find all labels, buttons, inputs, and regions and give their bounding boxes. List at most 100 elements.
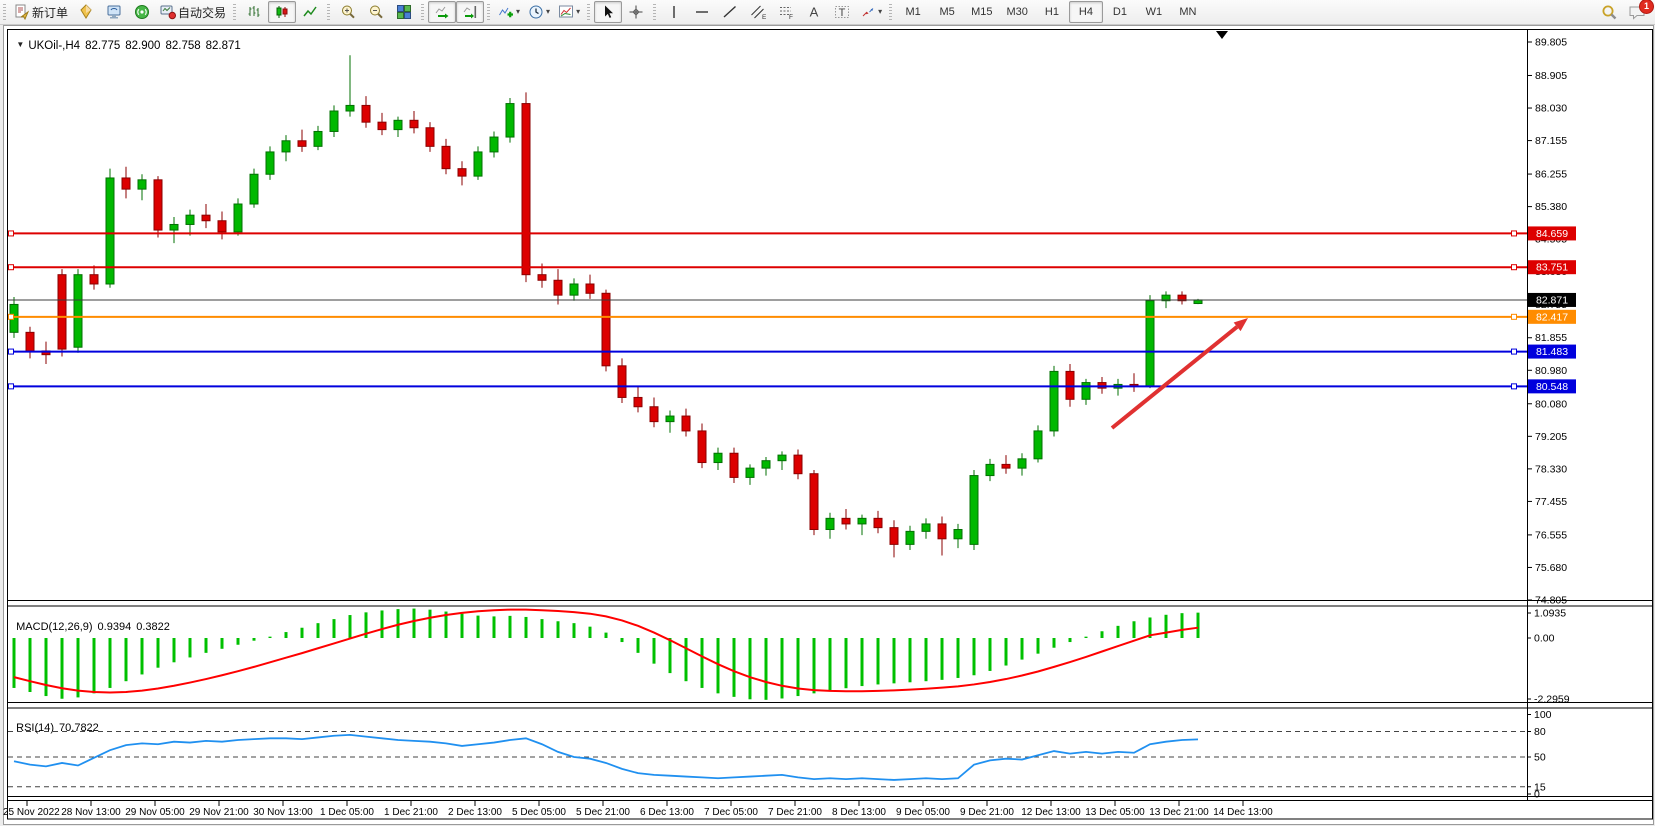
autotrading-button[interactable]: 自动交易 xyxy=(156,1,230,23)
timeframe-w1-button[interactable]: W1 xyxy=(1145,6,1163,18)
timeframe-h4-button[interactable]: H4 xyxy=(1068,1,1103,23)
search-icon[interactable] xyxy=(1601,4,1618,21)
group-grip xyxy=(653,4,657,20)
ohlc-bars-icon xyxy=(248,6,260,17)
group-grip xyxy=(587,4,591,20)
notification-badge: 1 xyxy=(1639,0,1654,14)
rsi-label: RSI(14) 70.7822 xyxy=(10,710,104,734)
broadcast-icon xyxy=(135,5,150,19)
zoom-out-icon xyxy=(370,5,383,19)
timeframe-m30-button[interactable]: M30 xyxy=(1006,6,1028,18)
add-indicator-icon xyxy=(499,7,514,18)
svg-text:T: T xyxy=(839,7,846,19)
crosshair-button[interactable] xyxy=(622,1,650,23)
timeframe-m1-button[interactable]: M1 xyxy=(905,6,921,18)
candlestick-icon xyxy=(276,6,288,18)
tile-windows-button[interactable] xyxy=(390,1,418,23)
timeframe-group: M1 M5 M15 M30 H1 H4 D1 W1 MN xyxy=(896,1,1205,23)
group-gr xyxy=(421,4,425,20)
chart-shift-icon xyxy=(463,6,477,19)
svg-text:A: A xyxy=(810,5,819,20)
chart-title: ▼ UKOil-,H4 82.775 82.900 82.758 82.871 xyxy=(10,28,246,52)
group-grip xyxy=(327,4,331,20)
channel-icon: E xyxy=(751,5,766,20)
text-label-tool[interactable]: T xyxy=(828,1,856,23)
zoom-in-icon xyxy=(342,5,355,19)
macd-name: MACD(12,26,9) xyxy=(16,621,93,633)
text-label-icon: T xyxy=(835,6,850,19)
auto-scroll-button[interactable] xyxy=(428,1,457,23)
clock-icon xyxy=(529,5,543,19)
line-chart-icon xyxy=(303,6,317,17)
cursor-icon xyxy=(605,5,614,18)
text-tool[interactable]: A xyxy=(800,1,828,23)
time-axis-scale[interactable] xyxy=(8,800,1527,819)
auto-scroll-icon xyxy=(435,6,449,19)
templates-dropdown-caret: ▾ xyxy=(576,7,581,16)
fibonacci-tool[interactable]: F xyxy=(772,1,800,23)
bar-chart-button[interactable] xyxy=(240,1,268,23)
tile-windows-icon xyxy=(397,5,412,19)
ohlc-open: 82.775 xyxy=(85,40,121,52)
trendline-icon xyxy=(723,5,737,18)
zoom-out-button[interactable] xyxy=(362,1,390,23)
autotrading-icon xyxy=(160,5,177,20)
arrows-tool[interactable]: ▾ xyxy=(856,1,886,23)
market-watch-button[interactable] xyxy=(100,1,128,23)
new-order-label: 新订单 xyxy=(32,5,69,20)
notifications-button[interactable]: 1 xyxy=(1628,0,1654,21)
group-grip xyxy=(889,4,893,20)
vertical-line-tool[interactable] xyxy=(660,1,688,23)
horizontal-line-tool[interactable] xyxy=(688,1,716,23)
rsi-name: RSI(14) xyxy=(16,722,55,734)
periods-button[interactable]: ▾ xyxy=(524,1,554,23)
rsi-pane[interactable] xyxy=(8,708,1527,796)
periods-dropdown-caret: ▾ xyxy=(546,7,551,16)
main-toolbar: 新订单 自动交易 ▾ ▾ xyxy=(0,0,1655,25)
cursor-button[interactable] xyxy=(594,1,623,23)
line-chart-button[interactable] xyxy=(296,1,324,23)
horizontal-line-icon xyxy=(696,11,709,13)
new-chart-button[interactable] xyxy=(72,1,100,23)
macd-pane[interactable] xyxy=(8,606,1527,702)
timeframe-h1-button[interactable]: H1 xyxy=(1044,6,1059,18)
main-chart-pane[interactable] xyxy=(8,42,1527,600)
signals-button[interactable] xyxy=(128,1,156,23)
new-order-icon xyxy=(15,4,30,20)
candlestick-chart-button[interactable] xyxy=(268,1,297,23)
timeframe-m15-button[interactable]: M15 xyxy=(971,6,993,18)
arrows-icon xyxy=(862,8,874,17)
svg-text:F: F xyxy=(789,14,793,20)
templates-button[interactable]: ▾ xyxy=(554,1,584,23)
timeframe-mn-button[interactable]: MN xyxy=(1179,6,1197,18)
trendline-tool[interactable] xyxy=(716,1,744,23)
indicators-button[interactable]: ▾ xyxy=(494,1,524,23)
zoom-in-button[interactable] xyxy=(334,1,362,23)
kite-icon xyxy=(80,4,92,19)
group-grip xyxy=(487,4,491,20)
timeframe-d1-button[interactable]: D1 xyxy=(1112,6,1127,18)
arrows-dropdown-caret: ▾ xyxy=(878,7,883,16)
chart-shift-button[interactable] xyxy=(456,1,485,23)
macd-label: MACD(12,26,9) 0.9394 0.3822 xyxy=(10,609,175,633)
svg-text:E: E xyxy=(762,14,766,20)
macd-main-value: 0.9394 xyxy=(97,621,132,633)
ohlc-low: 82.758 xyxy=(165,40,201,52)
chart-symbol-period: UKOil-,H4 xyxy=(28,40,81,52)
macd-signal-value: 0.3822 xyxy=(136,621,170,633)
template-icon xyxy=(559,5,574,18)
autotrading-label: 自动交易 xyxy=(178,5,227,20)
symbol-dropdown-icon[interactable]: ▼ xyxy=(16,40,25,49)
text-icon: A xyxy=(810,5,819,20)
indicators-dropdown-caret: ▾ xyxy=(516,7,521,16)
price-axis-scale[interactable] xyxy=(1528,29,1652,800)
timeframe-m5-button[interactable]: M5 xyxy=(939,6,955,18)
fibonacci-icon: F xyxy=(780,7,793,20)
equidistant-channel-tool[interactable]: E xyxy=(744,1,772,23)
group-grip xyxy=(233,4,237,20)
toolbar-right: 1 xyxy=(1601,0,1655,21)
new-order-button[interactable]: 新订单 xyxy=(10,1,72,23)
rsi-value: 70.7822 xyxy=(59,722,99,734)
crosshair-icon xyxy=(629,5,643,19)
ohlc-high: 82.900 xyxy=(125,40,161,52)
